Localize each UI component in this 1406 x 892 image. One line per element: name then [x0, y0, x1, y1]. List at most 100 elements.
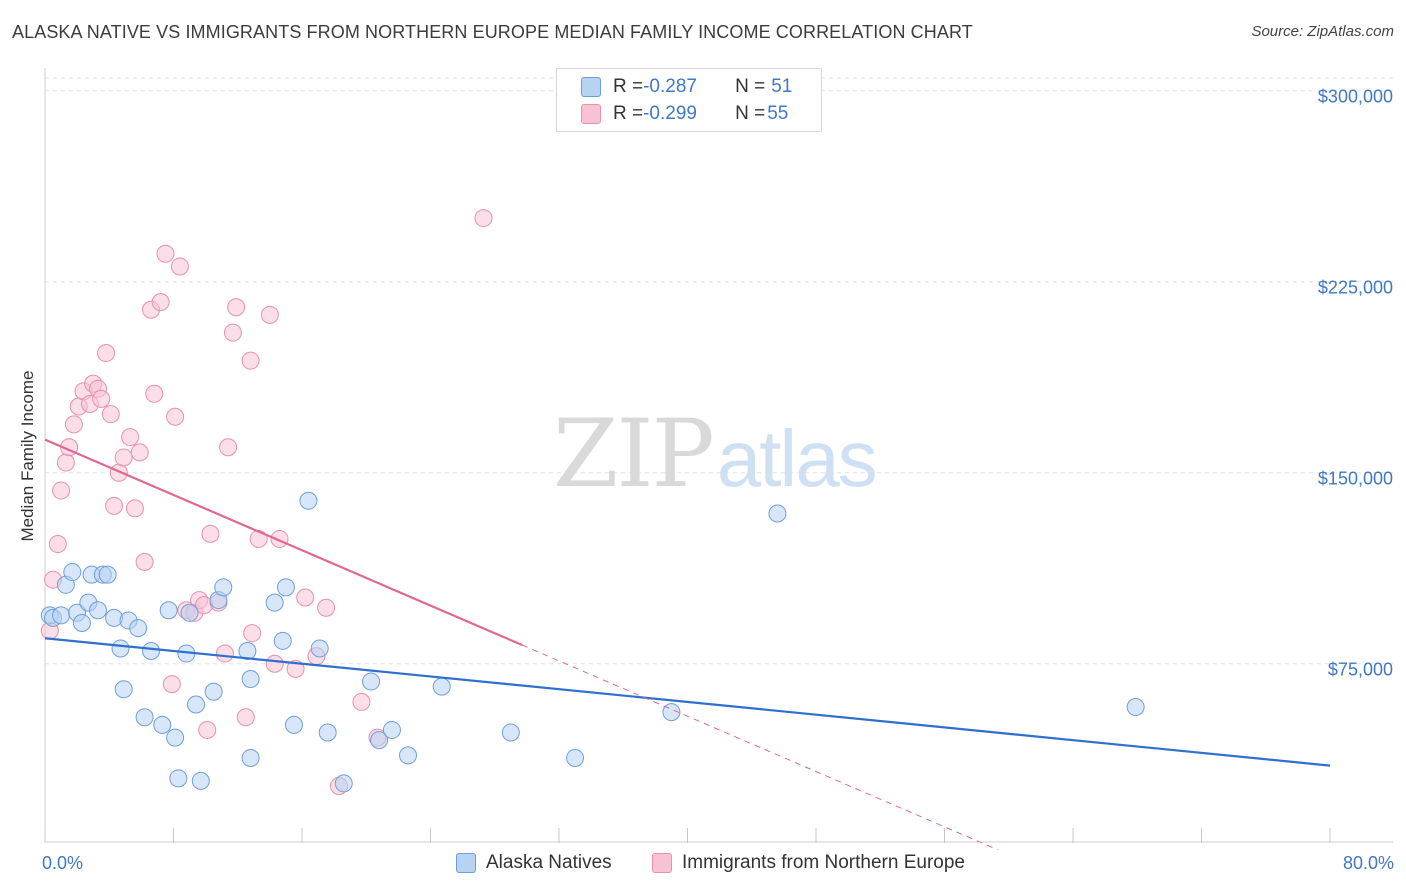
- data-point-alaska-natives: [299, 491, 318, 510]
- data-point-northern-europe: [114, 448, 133, 467]
- data-point-alaska-natives: [284, 715, 303, 734]
- legend-r-value: -0.299: [643, 103, 697, 124]
- data-point-alaska-natives: [129, 619, 148, 638]
- data-point-northern-europe: [352, 692, 371, 711]
- legend-n-label: N =: [735, 103, 766, 124]
- legend-r-label: R =: [613, 76, 644, 97]
- legend-item-northern-europe: Immigrants from Northern Europe: [652, 852, 965, 874]
- data-point-alaska-natives: [135, 708, 154, 727]
- data-point-alaska-natives: [362, 672, 381, 691]
- data-point-alaska-natives: [566, 748, 585, 767]
- data-point-alaska-natives: [310, 639, 329, 658]
- data-point-northern-europe: [109, 463, 128, 482]
- data-point-alaska-natives: [276, 578, 295, 597]
- data-point-northern-europe: [151, 293, 170, 312]
- data-point-alaska-natives: [98, 565, 117, 584]
- data-point-alaska-natives: [241, 670, 260, 689]
- data-point-alaska-natives: [159, 601, 178, 620]
- y-axis-label: Median Family Income: [18, 370, 37, 542]
- data-point-alaska-natives: [72, 613, 91, 632]
- legend-swatch-pink: [581, 104, 601, 124]
- legend-swatch-blue: [456, 853, 476, 873]
- legend-row-alaska-natives: R = -0.287 N = 51: [581, 75, 792, 99]
- data-point-northern-europe: [48, 535, 67, 554]
- data-point-northern-europe: [170, 257, 189, 276]
- data-point-alaska-natives: [142, 642, 161, 660]
- data-point-alaska-natives: [89, 601, 108, 620]
- legend-n-label: N =: [735, 76, 766, 97]
- data-point-alaska-natives: [370, 731, 389, 750]
- data-point-alaska-natives: [191, 771, 210, 790]
- legend-r-value: -0.287: [643, 76, 697, 97]
- data-point-alaska-natives: [114, 680, 133, 699]
- legend-item-alaska-natives: Alaska Natives: [456, 852, 612, 874]
- data-point-northern-europe: [236, 708, 255, 727]
- data-point-northern-europe: [156, 244, 175, 263]
- x-tick-label-max: 80.0%: [1342, 853, 1394, 873]
- data-point-northern-europe: [201, 524, 220, 543]
- series-legend: Alaska Natives Immigrants from Northern …: [0, 852, 1406, 878]
- data-point-northern-europe: [121, 428, 140, 447]
- data-point-northern-europe: [198, 720, 217, 739]
- data-point-alaska-natives: [204, 682, 223, 701]
- legend-row-northern-europe: R = -0.299 N = 55: [581, 102, 788, 126]
- data-point-northern-europe: [162, 675, 181, 694]
- data-point-alaska-natives: [382, 720, 401, 739]
- data-point-northern-europe: [265, 654, 284, 673]
- data-point-alaska-natives: [241, 748, 260, 767]
- data-point-alaska-natives: [1126, 698, 1145, 717]
- data-point-alaska-natives: [318, 723, 337, 742]
- legend-label-alaska-natives: Alaska Natives: [486, 852, 612, 873]
- data-point-alaska-natives: [432, 677, 451, 696]
- legend-swatch-blue: [581, 77, 601, 97]
- x-tick-label-min: 0.0%: [42, 853, 84, 873]
- data-point-alaska-natives: [169, 769, 188, 788]
- data-point-alaska-natives: [214, 578, 233, 597]
- watermark-zip: ZIP: [553, 400, 715, 509]
- data-point-alaska-natives: [186, 695, 205, 714]
- data-point-alaska-natives: [111, 639, 130, 658]
- data-point-northern-europe: [52, 481, 71, 500]
- data-point-northern-europe: [296, 588, 315, 607]
- data-point-northern-europe: [64, 415, 83, 434]
- y-tick-label-300000: $300,000: [1317, 86, 1393, 107]
- data-point-northern-europe: [101, 405, 120, 424]
- data-point-alaska-natives: [166, 728, 185, 747]
- data-point-northern-europe: [145, 384, 164, 403]
- data-point-northern-europe: [227, 298, 246, 317]
- y-tick-label-225000: $225,000: [1317, 277, 1393, 298]
- y-tick-label-150000: $150,000: [1317, 468, 1393, 489]
- data-point-alaska-natives: [768, 504, 787, 523]
- legend-n-value: 51: [771, 76, 793, 97]
- data-point-northern-europe: [56, 453, 75, 472]
- data-point-northern-europe: [215, 644, 234, 663]
- data-point-northern-europe: [219, 438, 238, 457]
- data-point-northern-europe: [166, 407, 185, 426]
- data-point-northern-europe: [125, 499, 144, 518]
- legend-r-label: R =: [613, 103, 644, 124]
- legend-n-value: 55: [767, 103, 789, 124]
- data-point-northern-europe: [135, 552, 154, 571]
- data-point-alaska-natives: [265, 593, 284, 612]
- data-point-northern-europe: [97, 344, 116, 363]
- data-point-alaska-natives: [273, 631, 292, 650]
- data-point-alaska-natives: [501, 723, 520, 742]
- data-point-alaska-natives: [63, 563, 82, 582]
- data-point-northern-europe: [317, 598, 336, 617]
- data-point-northern-europe: [92, 389, 111, 408]
- data-point-alaska-natives: [52, 606, 71, 625]
- legend-label-northern-europe: Immigrants from Northern Europe: [682, 852, 965, 873]
- chart-title: ALASKA NATIVE VS IMMIGRANTS FROM NORTHER…: [12, 22, 973, 42]
- data-point-northern-europe: [105, 496, 124, 515]
- data-point-northern-europe: [243, 624, 262, 643]
- zipatlas-watermark: ZIPatlas: [553, 400, 878, 509]
- trendline-northern-europe: [44, 438, 523, 646]
- data-point-alaska-natives: [334, 774, 353, 793]
- data-point-alaska-natives: [399, 746, 418, 765]
- correlation-legend: R = -0.287 N = 51 R = -0.299 N = 55: [556, 68, 822, 132]
- data-point-northern-europe: [474, 209, 493, 228]
- data-point-northern-europe: [241, 351, 260, 370]
- legend-swatch-pink: [652, 853, 672, 873]
- source-credit: Source: ZipAtlas.com: [1251, 23, 1394, 40]
